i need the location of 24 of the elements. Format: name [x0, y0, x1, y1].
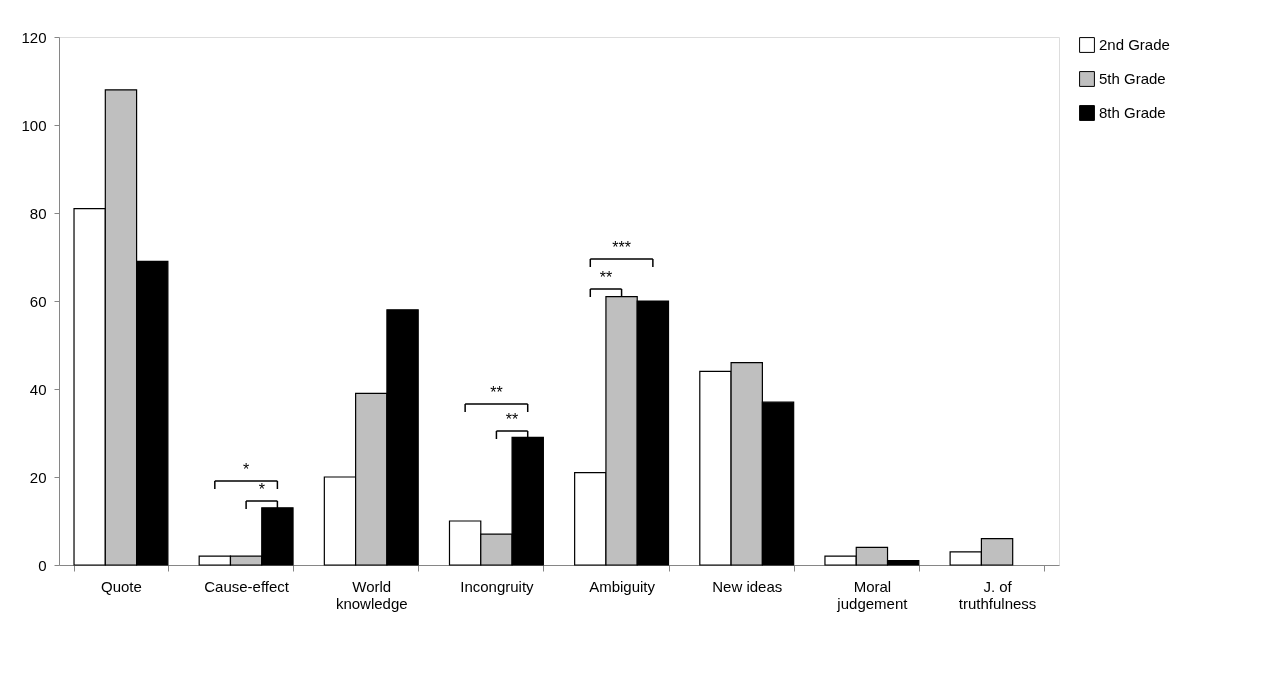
- x-tick-label: World knowledge: [335, 577, 408, 612]
- x-tick-label: Moral judgement: [836, 577, 909, 612]
- annotation: **: [599, 269, 613, 286]
- x-tick-label: J. of truthfulness: [958, 577, 1037, 612]
- x-tick-label: Incongruity: [460, 577, 535, 595]
- x-tick-label: Ambiguity: [589, 577, 656, 595]
- x-tick-label: Quote: [101, 577, 142, 595]
- annotation: *: [242, 461, 250, 478]
- legend-label: 8th Grade: [1099, 104, 1166, 121]
- legend-label: 5th Grade: [1099, 70, 1166, 87]
- x-tick-label: New ideas: [712, 577, 783, 595]
- annotation: **: [505, 411, 519, 428]
- y-tick-label: 100: [21, 116, 47, 134]
- annotation: *: [258, 481, 265, 498]
- y-tick-label: 80: [29, 204, 47, 222]
- annotation: ***: [612, 239, 631, 256]
- annotation: **: [490, 384, 503, 401]
- legend-label: 2nd Grade: [1099, 36, 1170, 53]
- y-tick-label: 40: [29, 380, 47, 398]
- y-tick-label: 20: [29, 468, 47, 486]
- y-tick-label: 120: [21, 28, 47, 46]
- y-tick-label: 0: [38, 556, 47, 574]
- x-tick-label: Cause-effect: [204, 577, 290, 595]
- y-tick-label: 60: [29, 292, 47, 310]
